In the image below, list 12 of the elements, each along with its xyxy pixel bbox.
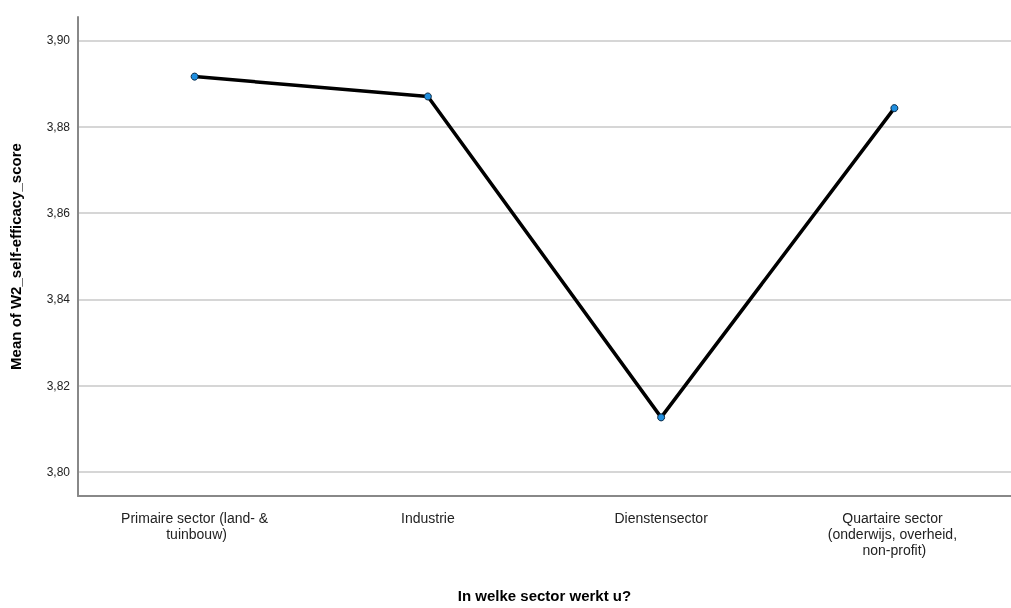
y-tick-label: 3,82 [46,378,71,393]
y-axis-title: Mean of W2_self-efficacy_score [7,143,24,370]
x-tick-label: Quartaire sector (onderwijs, overheid, non-profit) [827,510,961,558]
x-tick-label: Industrie [401,510,455,526]
y-tick-label: 3,90 [46,33,71,48]
x-axis-title: In welke sector werkt u? [457,587,632,604]
y-tick-label: 3,84 [46,292,71,307]
y-tick-label: 3,80 [46,465,71,480]
y-tick-label: 3,88 [46,119,71,134]
x-tick-label: Dienstensector [614,510,709,526]
y-tick-label: 3,86 [46,206,71,221]
x-tick-label: Primaire sector (land- & tuinbouw) [121,510,269,542]
